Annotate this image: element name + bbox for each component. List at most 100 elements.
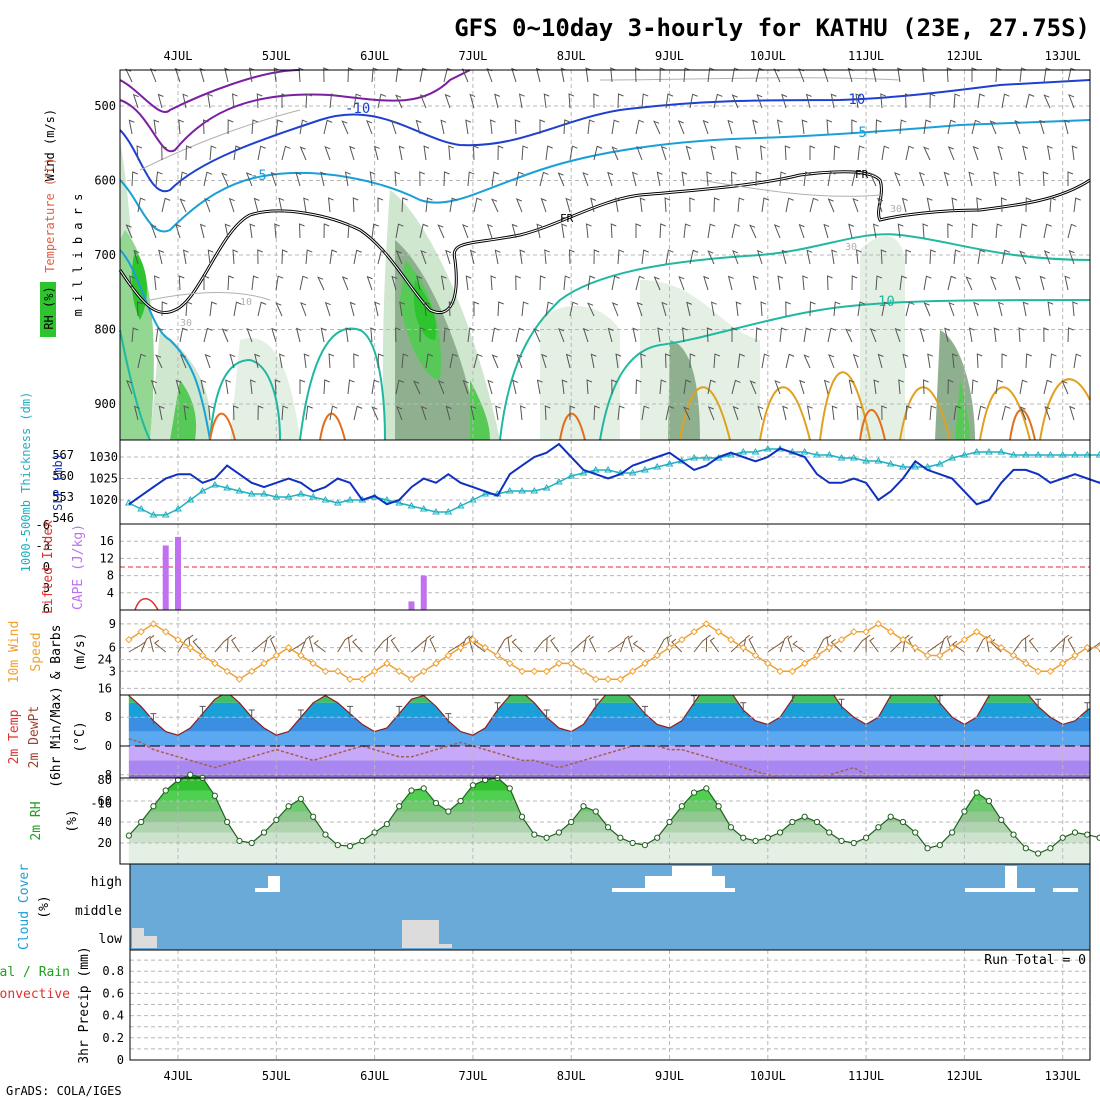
wind-barb (487, 379, 494, 395)
minmax-tick (543, 709, 550, 720)
cape-bar (408, 601, 415, 610)
rh-point (555, 829, 563, 836)
wind-barb (467, 171, 475, 187)
wind-barb (473, 301, 480, 316)
wind-point (960, 635, 969, 644)
surface-barb (313, 639, 326, 653)
wind-barb (444, 93, 451, 109)
thickness-point (1083, 451, 1092, 458)
wind-barb (707, 379, 716, 395)
rh-point (1035, 850, 1042, 857)
wind-barb (635, 223, 642, 238)
surface-barb (589, 636, 597, 653)
wind-barb (398, 145, 405, 161)
contour-label-minus10-a: -10 (345, 101, 370, 117)
surface-barb (468, 635, 474, 653)
rh-point (506, 785, 513, 792)
wind-barb (561, 379, 568, 395)
wind-barb (611, 275, 620, 291)
thickness-point (800, 448, 809, 455)
surface-barb (1067, 636, 1076, 653)
wind-barb (1039, 119, 1046, 135)
wind-barb (515, 171, 524, 187)
wind-barb (1022, 301, 1029, 317)
wind-barb (997, 145, 1004, 161)
wind-barb (1018, 327, 1025, 343)
wind-barb (324, 145, 331, 161)
thickness-point (333, 499, 342, 506)
wind-barb (209, 145, 217, 161)
surface-barb (869, 637, 879, 653)
rh-point (703, 785, 710, 792)
wind-barb (977, 405, 986, 421)
wind-barb (203, 171, 213, 187)
minmax-tick (445, 713, 452, 724)
wind-barb (905, 145, 915, 161)
wind-barb (614, 197, 621, 213)
wind-barb (423, 301, 430, 317)
thickness-point (555, 478, 563, 485)
rh-point (469, 782, 476, 789)
thickness-point (1021, 451, 1030, 458)
wind-point (628, 667, 637, 676)
wind-point (272, 651, 281, 660)
wind-barb (371, 223, 379, 239)
rh-point (518, 813, 526, 820)
wind-barb (972, 145, 979, 161)
wind-barb (246, 327, 253, 343)
rh-point (236, 837, 243, 845)
thickness-point (567, 472, 576, 479)
wind-point (444, 651, 453, 660)
wind-barb (1001, 405, 1011, 421)
thickness-axis-title: 1000-500mb Thickness (dm) (19, 392, 33, 573)
wind-barb (737, 197, 745, 213)
wind-barb (519, 405, 526, 421)
rh-point (838, 837, 845, 845)
bottom-date-8jul: 8JUL (557, 1069, 586, 1083)
rh-point (727, 824, 735, 831)
wind-point (948, 643, 956, 652)
grads-credit: GrADS: COLA/IGES (6, 1084, 122, 1098)
wind-barb (347, 223, 355, 239)
wind-barb (855, 249, 862, 265)
wind-barb (536, 223, 543, 239)
wind-barb (465, 275, 472, 291)
wind-barb (221, 172, 229, 187)
wind-barb (639, 197, 646, 213)
wind-barb (635, 379, 642, 395)
wind-barb (953, 249, 961, 265)
wind-barb (128, 119, 135, 135)
wind-barb (732, 250, 739, 265)
thickness-point (886, 460, 895, 467)
wind-barb (706, 327, 713, 343)
surface-barb (348, 634, 353, 653)
wind-barb (852, 353, 859, 369)
wind-barb (737, 353, 745, 369)
wind-barb (926, 197, 933, 213)
wind-barb (944, 327, 951, 343)
wind-barb (971, 67, 978, 82)
wind-barb (881, 145, 890, 161)
tick-0.2: 0.2 (102, 1031, 124, 1045)
tick-3: 3 (109, 664, 116, 678)
wind-barb (395, 379, 405, 395)
tick-8: 8 (105, 710, 112, 724)
rh-point (899, 818, 907, 826)
wind-barb (221, 328, 229, 343)
wind-barb (150, 379, 157, 395)
wind-barb (593, 405, 600, 421)
tick-700: 700 (94, 248, 116, 262)
surface-barb (411, 639, 427, 653)
thickness-point (444, 508, 453, 515)
surface-barb (386, 634, 392, 653)
wind-barb (1067, 223, 1077, 239)
wind-barb (640, 353, 646, 369)
wind-point (850, 628, 858, 636)
surface-barb (263, 634, 272, 653)
wind-barb (131, 171, 138, 187)
wind-barb (469, 249, 476, 265)
tick-1020: 1020 (89, 493, 118, 507)
wind-barb (689, 249, 699, 265)
precip-axis-title: 3hr Precip (mm) (77, 946, 92, 1063)
